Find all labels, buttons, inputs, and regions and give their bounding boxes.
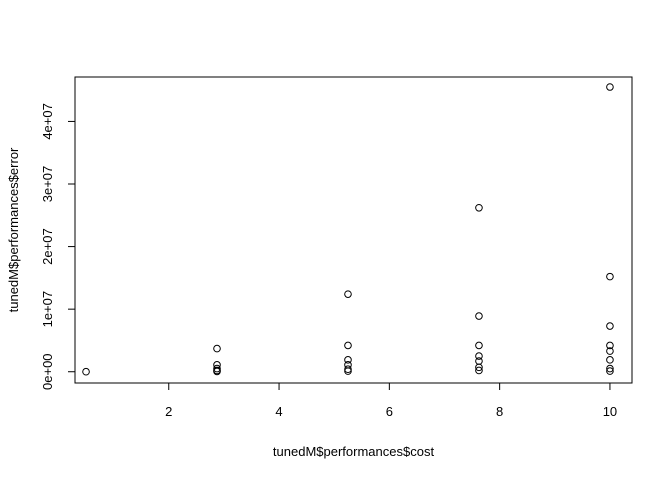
x-tick-label: 8 bbox=[496, 404, 503, 419]
data-point bbox=[606, 347, 614, 355]
x-tick-label: 4 bbox=[275, 404, 282, 419]
y-axis: 0e+00 1e+07 2e+07 3e+07 4e+07 bbox=[40, 103, 76, 390]
data-point bbox=[344, 356, 352, 364]
data-point bbox=[475, 203, 483, 212]
data-point bbox=[475, 341, 483, 350]
data-point bbox=[606, 272, 614, 281]
x-tick-label: 2 bbox=[165, 404, 172, 419]
data-point bbox=[475, 352, 483, 360]
x-axis: 2 4 6 8 10 bbox=[165, 382, 617, 419]
data-point bbox=[344, 341, 352, 350]
y-tick-label: 1e+07 bbox=[40, 291, 55, 328]
y-tick-label: 0e+00 bbox=[40, 353, 55, 390]
x-tick-label: 6 bbox=[386, 404, 393, 419]
data-point bbox=[82, 367, 90, 376]
data-points bbox=[82, 83, 614, 376]
data-point bbox=[606, 322, 614, 330]
data-point bbox=[213, 344, 221, 353]
x-axis-title: tunedM$performances$cost bbox=[273, 444, 435, 459]
data-point bbox=[606, 83, 614, 91]
x-tick-label: 10 bbox=[603, 404, 617, 419]
data-point bbox=[344, 367, 352, 375]
data-point bbox=[606, 356, 614, 364]
data-point bbox=[475, 312, 483, 320]
data-point bbox=[606, 341, 614, 350]
data-point bbox=[606, 367, 614, 375]
y-tick-label: 3e+07 bbox=[40, 166, 55, 203]
data-point bbox=[475, 363, 483, 372]
y-axis-title: tunedM$performances$error bbox=[6, 147, 21, 312]
data-point bbox=[213, 367, 221, 376]
data-point bbox=[606, 364, 614, 373]
y-tick-label: 2e+07 bbox=[40, 228, 55, 265]
y-tick-label: 4e+07 bbox=[40, 103, 55, 140]
data-point bbox=[475, 366, 483, 375]
data-point bbox=[344, 290, 352, 298]
